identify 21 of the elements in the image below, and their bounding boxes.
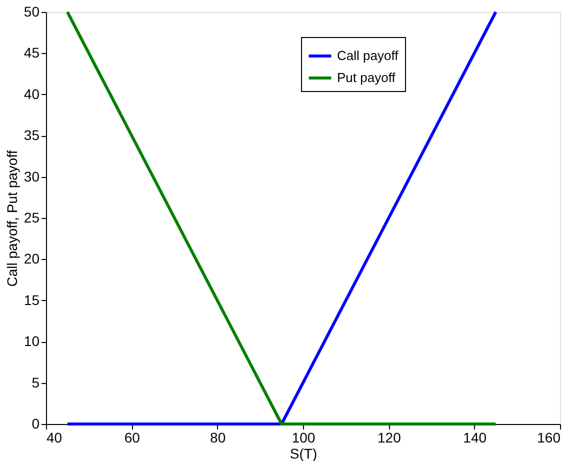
y-tick-label: 45 (24, 44, 40, 61)
x-tick-label: 160 (537, 430, 561, 446)
y-tick-label: 50 (24, 4, 40, 20)
y-tick-label: 5 (32, 374, 40, 390)
y-axis-title: Call payoff, Put payoff (4, 150, 20, 287)
y-tick-label: 35 (24, 127, 40, 144)
x-tick-label: 120 (377, 430, 402, 446)
legend-label: Put payoff (337, 70, 396, 85)
y-tick-label: 15 (24, 292, 40, 308)
y-tick-label: 20 (24, 250, 40, 267)
y-tick-label: 30 (24, 168, 40, 184)
x-tick-label: 40 (46, 430, 62, 446)
x-tick-label: 80 (210, 430, 226, 446)
legend-label: Call payoff (337, 48, 399, 63)
x-tick-label: 60 (124, 430, 140, 446)
y-tick-label: 25 (24, 210, 40, 226)
x-tick-label: 100 (292, 430, 316, 446)
y-tick-label: 10 (24, 333, 40, 350)
y-tick-label: 40 (24, 86, 40, 102)
x-tick-label: 140 (463, 430, 487, 446)
y-tick-label: 0 (32, 416, 40, 432)
